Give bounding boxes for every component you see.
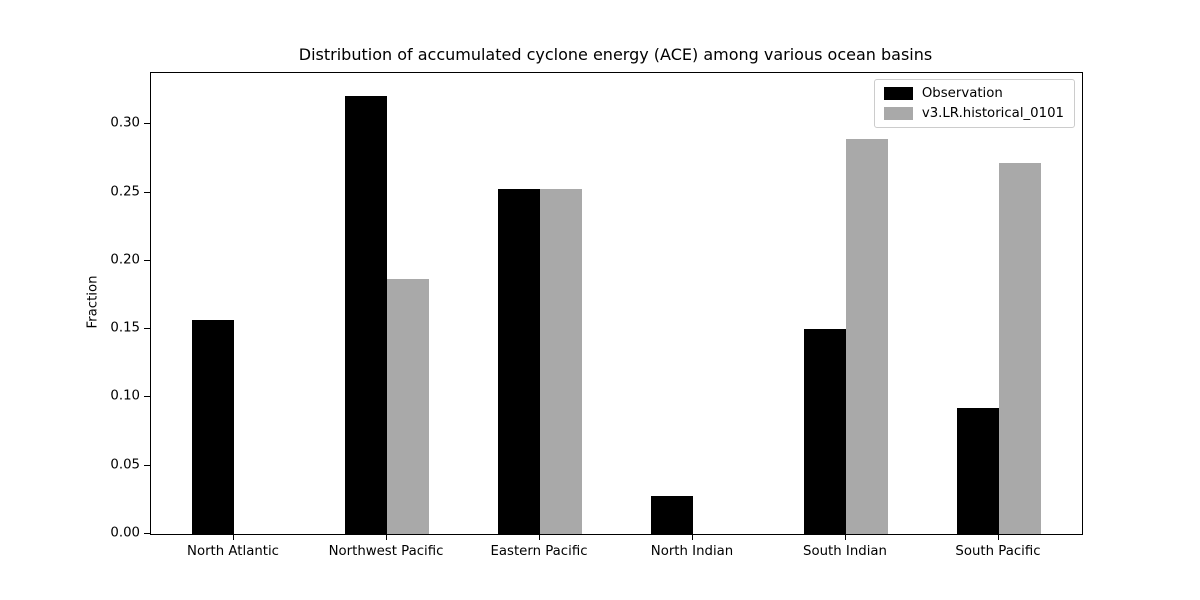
legend-item-observation: Observation: [883, 86, 1064, 101]
y-tick-mark: [144, 533, 150, 534]
x-tick-mark: [386, 534, 387, 540]
plot-area: Observation v3.LR.historical_0101: [150, 72, 1083, 535]
y-tick-label: 0.30: [110, 115, 140, 131]
bar-observation-north-indian: [651, 496, 693, 534]
y-tick-label: 0.05: [110, 457, 140, 473]
bar-observation-south-indian: [804, 329, 846, 534]
bar-observation-north-atlantic: [192, 320, 234, 534]
x-tick-mark: [233, 534, 234, 540]
y-tick-mark: [144, 328, 150, 329]
x-tick-label-north-atlantic: North Atlantic: [187, 544, 279, 559]
x-tick-mark: [539, 534, 540, 540]
bar-observation-south-pacific: [957, 408, 999, 534]
x-tick-label-north-indian: North Indian: [650, 544, 734, 559]
y-tick-mark: [144, 192, 150, 193]
y-tick-mark: [144, 465, 150, 466]
x-tick-mark: [845, 534, 846, 540]
x-tick-mark: [692, 534, 693, 540]
x-tick-mark: [998, 534, 999, 540]
y-tick-mark: [144, 396, 150, 397]
y-tick-label: 0.00: [110, 525, 140, 541]
x-tick-label-south-pacific: South Pacific: [955, 544, 1041, 559]
chart-title: Distribution of accumulated cyclone ener…: [298, 45, 933, 64]
bar-v3-lr-historical-0101-eastern-pacific: [540, 189, 582, 534]
y-tick-mark: [144, 123, 150, 124]
x-tick-label-northwest-pacific: Northwest Pacific: [328, 544, 444, 559]
bar-v3-lr-historical-0101-south-pacific: [999, 163, 1041, 534]
legend-label-observation: Observation: [921, 86, 1003, 101]
y-tick-mark: [144, 260, 150, 261]
legend-swatch-observation: [883, 87, 913, 100]
bar-v3-lr-historical-0101-northwest-pacific: [387, 279, 429, 534]
bar-v3-lr-historical-0101-south-indian: [846, 139, 888, 534]
x-tick-label-eastern-pacific: Eastern Pacific: [490, 544, 588, 559]
bar-observation-eastern-pacific: [498, 189, 540, 534]
y-tick-label: 0.20: [110, 252, 140, 268]
legend-swatch-model: [883, 107, 913, 120]
bar-observation-northwest-pacific: [345, 96, 387, 534]
y-tick-label: 0.25: [110, 184, 140, 200]
x-tick-label-south-indian: South Indian: [803, 544, 887, 559]
y-tick-label: 0.15: [110, 320, 140, 336]
y-tick-label: 0.10: [110, 388, 140, 404]
legend-label-model: v3.LR.historical_0101: [921, 106, 1064, 121]
legend: Observation v3.LR.historical_0101: [873, 79, 1075, 128]
legend-item-model: v3.LR.historical_0101: [883, 106, 1064, 121]
